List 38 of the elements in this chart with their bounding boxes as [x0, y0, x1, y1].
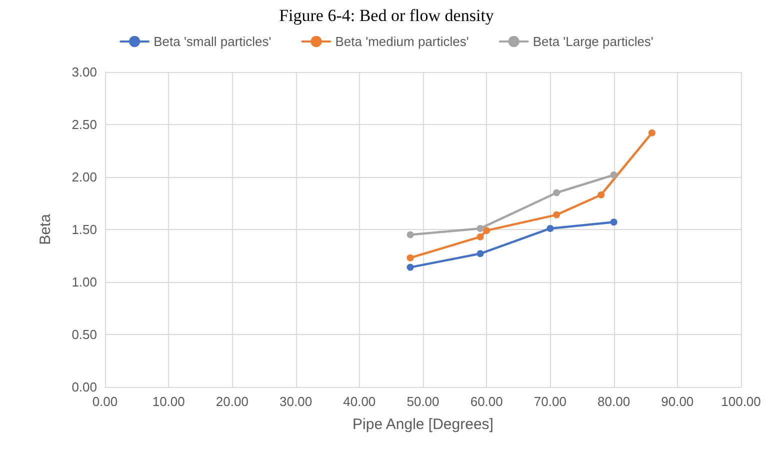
x-tick-label: 20.00: [216, 394, 248, 409]
x-tick-label: 0.00: [92, 394, 118, 409]
legend-label: Beta 'medium particles': [335, 34, 469, 49]
y-tick-label: 0.00: [72, 380, 97, 394]
point: [406, 231, 414, 238]
y-tick-label: 3.00: [72, 64, 97, 80]
point: [476, 224, 484, 232]
x-tick-label: 50.00: [406, 394, 440, 409]
y-axis-title: Beta: [37, 213, 54, 245]
point: [648, 129, 656, 136]
point: [476, 233, 484, 240]
x-tick-label: 70.00: [534, 394, 566, 409]
point: [406, 254, 414, 262]
point: [553, 211, 560, 218]
chart-title: Figure 6-4: Bed or flow density: [279, 6, 494, 25]
y-tick-label: 1.50: [72, 222, 97, 237]
point: [406, 264, 414, 271]
x-tick-label: 60.00: [470, 394, 503, 409]
legend-label: Beta 'Large particles': [532, 34, 654, 49]
point: [610, 171, 618, 178]
y-tick-label: 2.00: [72, 170, 97, 184]
x-axis-title: Pipe Angle [Degrees]: [352, 416, 494, 433]
point: [546, 224, 554, 232]
x-tick-label: 80.00: [598, 394, 630, 409]
x-tick-label: 100.00: [721, 394, 761, 409]
y-tick-label: 0.50: [72, 327, 97, 342]
point: [476, 250, 484, 258]
x-tick-label: 10.00: [152, 394, 185, 409]
point: [553, 189, 560, 196]
point: [483, 227, 490, 234]
x-tick-label: 40.00: [343, 394, 376, 409]
point: [610, 218, 618, 226]
x-tick-label: 90.00: [661, 394, 694, 409]
x-tick-label: 30.00: [280, 394, 312, 409]
y-tick-label: 2.50: [72, 117, 97, 132]
y-tick-label: 1.00: [72, 274, 97, 290]
point: [598, 191, 605, 198]
legend-label: Beta 'small particles': [154, 34, 272, 49]
